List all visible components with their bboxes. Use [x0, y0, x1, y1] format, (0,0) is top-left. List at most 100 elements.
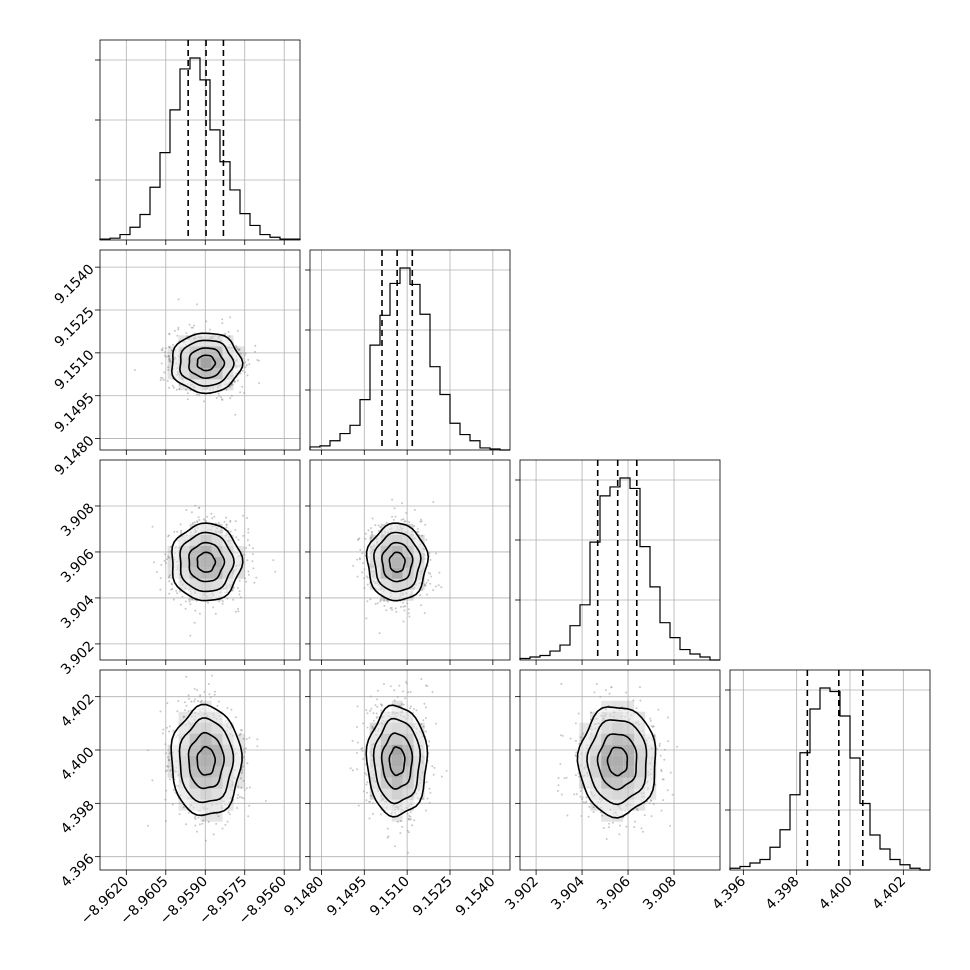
sample-point	[220, 396, 223, 399]
sample-point	[185, 509, 188, 511]
sample-point	[242, 797, 245, 800]
sample-point	[205, 320, 208, 323]
sample-point	[423, 612, 426, 615]
sample-point	[402, 605, 405, 608]
sample-point	[371, 517, 374, 520]
contour-1	[196, 745, 216, 776]
sample-point	[165, 726, 168, 729]
sample-point	[559, 763, 562, 765]
sample-point	[404, 605, 407, 608]
sample-point	[164, 347, 167, 350]
sample-point	[244, 366, 247, 369]
sample-point	[240, 796, 243, 799]
contour-4	[171, 522, 244, 602]
sample-point	[243, 391, 246, 394]
sample-point	[243, 789, 246, 792]
contour-3	[373, 531, 422, 593]
sample-point	[579, 790, 582, 792]
sample-point	[413, 508, 416, 511]
sample-point	[251, 553, 254, 555]
sample-point	[381, 704, 384, 707]
sample-point	[432, 589, 435, 592]
sample-point	[352, 564, 355, 567]
sample-point	[234, 528, 237, 531]
sample-point	[208, 693, 211, 696]
sample-point	[667, 716, 670, 719]
sample-point	[367, 529, 370, 532]
sample-point	[369, 598, 372, 601]
sample-point	[202, 518, 205, 521]
sample-point	[167, 355, 170, 358]
sample-point	[198, 823, 201, 826]
sample-point	[365, 709, 368, 712]
sample-point	[407, 691, 410, 694]
sample-point	[229, 530, 232, 533]
sample-point	[416, 527, 419, 530]
sample-point	[167, 756, 169, 759]
sample-point	[387, 835, 390, 838]
sample-point	[391, 498, 394, 501]
sample-point	[363, 577, 366, 580]
sample-point	[256, 738, 259, 741]
sample-point	[650, 799, 653, 802]
scatter-panel-2-1	[95, 249, 301, 455]
sample-point	[227, 811, 230, 814]
sample-point	[194, 609, 197, 612]
sample-point	[409, 811, 412, 814]
sample-point	[660, 809, 663, 812]
sample-point	[369, 695, 372, 698]
sample-point	[440, 586, 443, 589]
sample-point	[246, 374, 249, 377]
sample-point	[412, 708, 415, 710]
sample-point	[391, 608, 394, 611]
sample-point	[225, 516, 228, 519]
sample-point	[246, 517, 249, 519]
sample-point	[162, 728, 165, 731]
sample-point	[221, 600, 224, 603]
sample-point	[368, 817, 371, 820]
sample-point	[172, 343, 174, 346]
sample-point	[406, 829, 409, 832]
sample-point	[161, 732, 164, 735]
sample-point	[363, 568, 366, 571]
sample-point	[377, 529, 380, 532]
sample-point	[372, 719, 375, 722]
sample-point	[240, 729, 243, 732]
sample-point	[171, 803, 174, 806]
sample-point	[242, 765, 244, 768]
sample-point	[161, 347, 164, 350]
sample-point	[581, 732, 584, 735]
sample-point	[217, 521, 220, 524]
sample-point	[159, 577, 162, 580]
sample-point	[386, 827, 389, 830]
sample-point	[241, 369, 244, 372]
sample-point	[376, 705, 379, 708]
sample-point	[364, 772, 367, 775]
sample-point	[413, 819, 416, 822]
sample-point	[426, 797, 429, 800]
x-tick-label: 4.402	[869, 874, 909, 914]
sample-point	[365, 773, 368, 776]
sample-point	[394, 607, 397, 610]
sample-point	[595, 683, 598, 685]
sample-point	[375, 716, 378, 719]
sample-point	[361, 571, 364, 574]
sample-point	[230, 708, 233, 711]
sample-point	[190, 511, 193, 514]
sample-point	[225, 526, 228, 529]
density-cell	[233, 733, 245, 745]
sample-point	[183, 709, 186, 712]
y-tick-label: 9.1540	[52, 261, 98, 307]
sample-point	[379, 813, 382, 816]
sample-point	[395, 610, 398, 613]
density-cell	[601, 810, 613, 822]
sample-point	[178, 813, 181, 816]
sample-point	[366, 781, 369, 784]
sample-point	[372, 812, 374, 815]
sample-point	[356, 741, 359, 744]
sample-point	[625, 691, 628, 694]
sample-point	[656, 747, 659, 750]
sample-point	[366, 576, 369, 579]
sample-point	[223, 520, 226, 523]
sample-point	[369, 537, 372, 540]
